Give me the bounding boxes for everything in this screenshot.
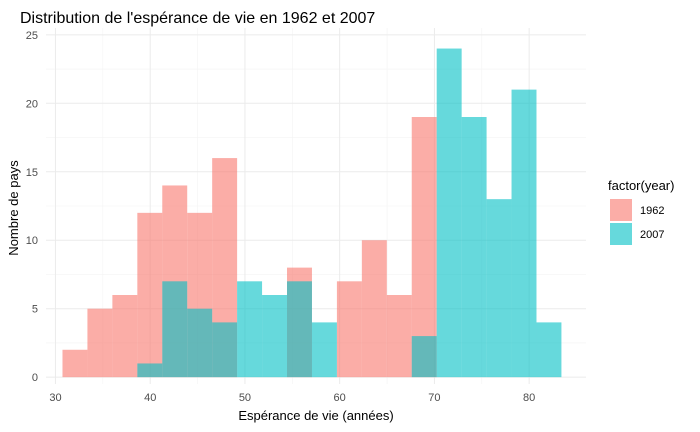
- legend: factor(year) 1962 2007: [608, 178, 674, 245]
- legend-title: factor(year): [608, 178, 674, 193]
- bar-1962-1: [87, 308, 113, 378]
- y-tick-label: 20: [26, 98, 38, 110]
- legend-key-2007: [610, 223, 632, 245]
- x-tick-label: 50: [239, 392, 251, 404]
- legend-label-1962: 1962: [640, 205, 664, 217]
- bar-2007-9: [287, 281, 312, 378]
- x-tick-label: 80: [523, 392, 535, 404]
- y-tick-label: 10: [26, 235, 38, 247]
- y-tick-label: 25: [26, 30, 38, 42]
- chart-title: Distribution de l'espérance de vie en 19…: [20, 10, 375, 27]
- bar-2007-7: [237, 281, 263, 378]
- y-axis-ticks: 0 5 10 15 20 25: [26, 30, 38, 384]
- bar-1962-0: [62, 349, 88, 378]
- bar-2007-14: [411, 336, 437, 378]
- y-axis-title: Nombre de pays: [6, 160, 21, 256]
- bar-2007-17: [486, 199, 512, 378]
- bar-1962-2: [112, 295, 138, 378]
- y-tick-label: 5: [32, 304, 38, 316]
- bar-1962-11: [336, 281, 362, 378]
- legend-key-1962: [610, 199, 632, 221]
- x-tick-label: 40: [144, 392, 156, 404]
- legend-label-2007: 2007: [640, 229, 664, 241]
- bar-2007-10: [311, 322, 337, 378]
- bar-2007-15: [436, 48, 462, 378]
- x-axis-ticks: 30 40 50 60 70 80: [49, 392, 535, 404]
- bar-2007-3: [137, 363, 163, 378]
- bar-2007-4: [162, 281, 188, 378]
- bar-2007-18: [511, 89, 537, 378]
- bar-2007-16: [461, 117, 487, 378]
- bar-2007-6: [212, 322, 238, 378]
- x-tick-label: 60: [334, 392, 346, 404]
- bar-2007-8: [262, 295, 288, 378]
- bar-1962-13: [386, 295, 412, 378]
- bars: [62, 48, 562, 378]
- bar-1962-3: [137, 212, 163, 378]
- bar-1962-14: [411, 117, 437, 378]
- x-tick-label: 30: [49, 392, 61, 404]
- x-axis-title: Espérance de vie (années): [238, 408, 393, 423]
- x-tick-label: 70: [428, 392, 440, 404]
- bar-2007-5: [187, 308, 213, 378]
- bar-1962-12: [361, 240, 387, 378]
- y-tick-label: 15: [26, 167, 38, 179]
- y-tick-label: 0: [32, 372, 38, 384]
- bar-2007-19: [536, 322, 562, 378]
